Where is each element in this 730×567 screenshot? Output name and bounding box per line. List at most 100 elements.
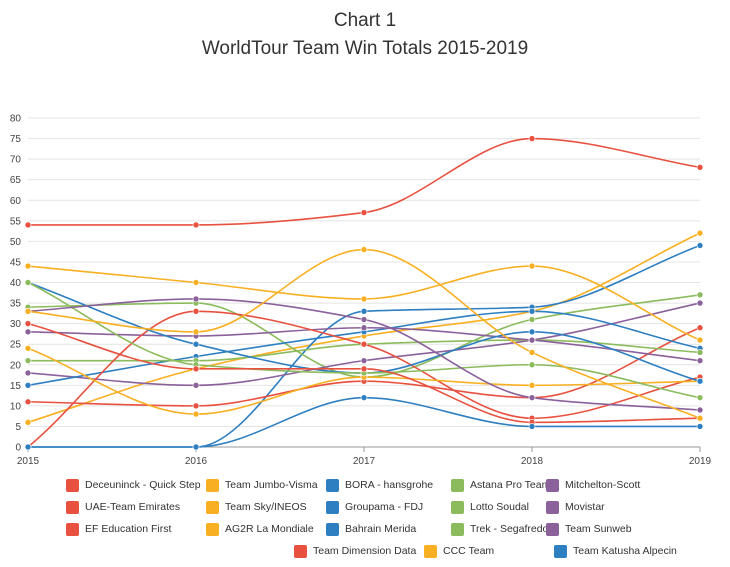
legend-row: Team Dimension Data CCC Team Team Katusha … [0,542,730,562]
data-point [528,349,536,356]
legend-label: Team Katusha Alpecin [573,545,677,557]
data-point [24,307,32,315]
data-point [192,402,200,410]
legend-swatch [206,523,219,536]
data-point [24,320,32,327]
y-tick-label: 40 [10,278,22,289]
data-point [360,246,368,253]
legend-swatch [546,523,559,536]
data-point [696,423,704,430]
legend-swatch [206,501,219,514]
legend-swatch [546,501,559,514]
data-point [696,242,704,249]
legend-label: BORA - hansgrohe [345,479,434,491]
data-point [696,164,704,171]
legend-label: Trek - Segafredo [470,523,549,535]
chart-subtitle: WorldTour Team Win Totals 2015-2019 [201,38,529,59]
x-tick-label: 2016 [185,456,208,467]
legend-label: Movistar [565,501,605,513]
legend-row: Deceuninck - Quick Step Team Jumbo-Visma B… [0,476,730,496]
y-tick-label: 10 [10,401,22,412]
data-point [192,295,200,303]
y-tick-label: 20 [10,360,22,371]
legend-swatch [326,501,339,514]
data-point [24,398,32,406]
data-point [696,357,704,364]
series-line-14 [27,298,701,411]
data-point [528,307,536,315]
data-point [192,443,200,451]
legend-swatch [66,501,79,514]
legend-label: UAE-Team Emirates [85,501,181,513]
legend-label: Mitchelton-Scott [565,479,641,491]
y-tick-label: 35 [10,299,22,310]
data-point [360,357,368,364]
y-tick-label: 70 [10,155,22,166]
data-point [24,357,32,364]
legend-swatch [294,545,307,558]
legend-label: EF Education First [85,523,172,535]
data-point [360,295,368,303]
legend-swatch [326,523,339,536]
x-tick-label: 2018 [521,456,544,467]
x-tick-label: 2017 [353,456,376,467]
y-tick-label: 5 [15,422,21,433]
data-point [528,262,536,270]
data-point [360,209,368,216]
legend-label: Lotto Soudal [470,501,529,513]
data-point [24,344,32,352]
data-point [528,135,536,142]
axes: 0 5 10 15 20 25 30 35 40 45 50 55 60 65 70 75 80 2015 2016… [10,114,712,468]
data-point [696,377,704,385]
y-tick-label: 75 [10,134,22,145]
data-point [696,229,704,237]
series-points [24,135,704,451]
legend-label: Bahrain Merida [345,523,417,535]
data-point [24,262,32,270]
y-tick-label: 25 [10,340,22,351]
legend-swatch [451,479,464,492]
data-point [696,349,704,356]
legend-swatch [451,523,464,536]
legend-label: CCC Team [443,545,495,557]
data-point [696,291,704,299]
data-point [24,279,32,286]
data-point [24,328,32,336]
legend-label: AG2R La Mondiale [225,523,314,535]
legend-swatch [546,479,559,492]
y-tick-label: 15 [10,381,22,392]
legend-label: Astana Pro Team [470,479,551,491]
data-point [192,279,200,286]
data-point [24,419,32,426]
y-tick-label: 45 [10,257,22,268]
data-point [528,328,536,336]
legend-label: Team Jumbo-Visma [225,479,318,491]
data-point [24,443,32,451]
data-point [528,382,536,389]
data-point [696,299,704,307]
data-point [192,328,200,336]
legend-swatch [326,479,339,492]
data-point [192,365,200,373]
data-point [696,414,704,422]
data-point [192,340,200,348]
y-tick-label: 65 [10,175,22,186]
legend-label: Team Sunweb [565,523,632,535]
data-point [696,406,704,414]
data-point [528,361,536,369]
data-point [24,369,32,377]
legend-row: EF Education First AG2R La Mondiale Bahrai… [0,520,730,540]
legend-row: UAE-Team Emirates Team Sky/INEOS Groupama … [0,498,730,518]
legend-label: Deceuninck - Quick Step [85,479,201,491]
data-point [360,324,368,332]
data-point [360,316,368,323]
data-point [528,394,536,401]
data-point [192,410,200,418]
data-point [696,324,704,332]
data-point [528,336,536,344]
legend-label: Groupama - FDJ [345,501,424,513]
data-point [192,382,200,389]
legend-label: Team Sky/INEOS [225,501,307,513]
data-point [24,382,32,389]
legend-swatch [554,545,567,558]
